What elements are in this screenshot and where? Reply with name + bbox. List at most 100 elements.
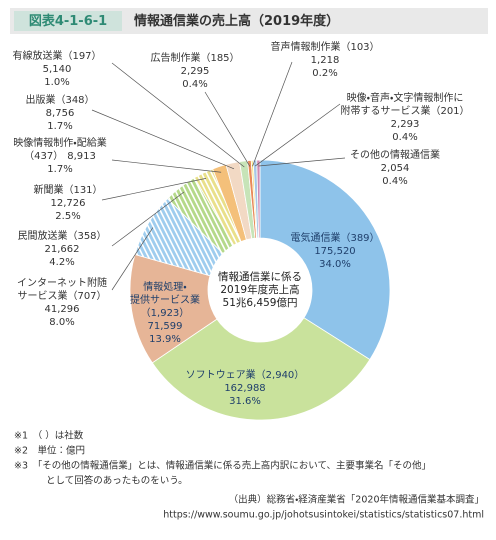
slice-share: 1.7% — [47, 164, 72, 175]
slice-name: 電気通信業（389） — [290, 231, 379, 244]
hatch-line — [440, 90, 496, 490]
slice-share: 1.0% — [44, 77, 69, 88]
slice-value: 41,296 — [45, 304, 80, 315]
hatch-line — [460, 90, 496, 490]
leader-line — [111, 159, 222, 173]
hatch-line — [445, 90, 496, 490]
chart-title: 情報通信業の売上高（2019年度） — [134, 13, 339, 29]
hatch-line — [490, 90, 496, 490]
hatch-line — [480, 90, 496, 490]
slice-share: 4.2% — [49, 257, 74, 268]
leader-line — [254, 103, 341, 167]
note: として回答のあったものをいう。 — [46, 475, 188, 487]
leader-line — [204, 91, 251, 167]
slice-name: （1,923） — [141, 307, 190, 319]
center-label: 51兆6,459億円 — [223, 296, 298, 309]
figure-label: 図表4-1-6-1 — [29, 13, 107, 29]
hatch-line — [490, 90, 496, 490]
slice-name: その他の情報通信業 — [350, 148, 440, 161]
slice-name: 映像情報制作・配給業 — [13, 136, 106, 149]
slice-value: 1,218 — [311, 55, 340, 66]
note: ※2 単位：億円 — [14, 445, 85, 457]
hatch-line — [475, 90, 496, 490]
slice-share: 0.4% — [382, 176, 407, 187]
slice-value: 175,520 — [314, 246, 355, 257]
slice-share: 0.2% — [312, 68, 337, 79]
hatch-line — [440, 90, 496, 490]
hatch-line — [465, 90, 496, 490]
slice-name: 附帯するサービス業（201） — [340, 104, 469, 117]
hatch-line — [465, 90, 496, 490]
slice-name: 情報処理・ — [143, 280, 186, 293]
slice-name: （437） — [24, 150, 63, 162]
hatch-line — [470, 90, 496, 490]
note: ※3 「その他の情報通信業」とは、情報通信業に係る売上高内訳において、主要事業名… — [14, 460, 431, 472]
donut-slice — [256, 159, 261, 239]
hatch-line — [435, 90, 496, 490]
hatch-line — [450, 90, 496, 490]
slice-share: 1.7% — [47, 121, 72, 132]
hatch-line — [435, 90, 496, 490]
hatch-line — [475, 90, 496, 490]
slice-name: 提供サービス業 — [130, 293, 200, 306]
slice-name: サービス業（707） — [17, 289, 106, 302]
hatch-line — [460, 90, 496, 490]
slice-share: 8.0% — [49, 317, 74, 328]
slice-value: 71,599 — [148, 321, 183, 332]
slice-share: 2.5% — [55, 211, 80, 222]
leader-line — [111, 227, 154, 291]
source: （出典）総務省・経済産業省「2020年情報通信業基本調査」 — [229, 494, 484, 506]
hatch-line — [450, 90, 496, 490]
note: ※1 （ ）は社数 — [14, 430, 84, 442]
slice-name: 音声情報制作業（103） — [270, 40, 379, 53]
hatch-line — [485, 90, 496, 490]
leader-line — [91, 109, 235, 170]
hatch-line — [470, 90, 496, 490]
slice-share: 0.4% — [392, 132, 417, 143]
hatch-line — [490, 90, 496, 490]
slice-name: 広告制作業（185） — [150, 51, 239, 64]
slice-value: 2,293 — [391, 119, 420, 130]
hatch-line — [455, 90, 496, 490]
slice-label: （437） 8,913 — [24, 150, 96, 162]
slice-value: 12,726 — [51, 198, 86, 209]
slice-name: 映像・音声・文字情報制作に — [347, 91, 464, 104]
slice-name: 出版業（348） — [25, 93, 94, 106]
donut-slice — [151, 317, 371, 421]
hatch-line — [480, 90, 496, 490]
hatch-line — [445, 90, 496, 490]
hatch-line — [455, 90, 496, 490]
slice-value: 21,662 — [45, 244, 80, 255]
slice-share: 34.0% — [319, 259, 351, 270]
slice-value: 2,054 — [381, 163, 410, 174]
slice-share: 0.4% — [182, 79, 207, 90]
hatch-line — [460, 90, 496, 490]
center-label: 情報通信業に係る — [218, 270, 302, 283]
figure-label-box — [14, 11, 122, 31]
hatch-line — [485, 90, 496, 490]
donut-slice — [259, 159, 391, 361]
slice-value: 5,140 — [43, 64, 72, 75]
hatch-line — [485, 90, 496, 490]
slice-share: 31.6% — [229, 396, 261, 407]
leader-line — [258, 157, 346, 167]
hatch-line — [475, 90, 496, 490]
source: https://www.soumu.go.jp/johotsusintokei/… — [163, 510, 484, 521]
hatch-line — [455, 90, 496, 490]
leader-line — [101, 178, 207, 201]
slice-value: 162,988 — [224, 383, 265, 394]
slice-name: 新聞業（131） — [33, 183, 102, 196]
hatch-line — [465, 90, 496, 490]
leader-line — [111, 191, 185, 247]
slice-name: ソフトウェア業（2,940） — [186, 368, 305, 381]
leader-line — [252, 61, 293, 167]
slice-share: 13.9% — [149, 334, 181, 345]
hatch-line — [440, 90, 496, 490]
slice-name: 有線放送業（197） — [12, 49, 101, 62]
hatch-line — [445, 90, 496, 490]
slice-name: インターネット附随 — [17, 276, 107, 289]
hatch-line — [480, 90, 496, 490]
hatch-line — [470, 90, 496, 490]
hatch-line — [435, 90, 496, 490]
